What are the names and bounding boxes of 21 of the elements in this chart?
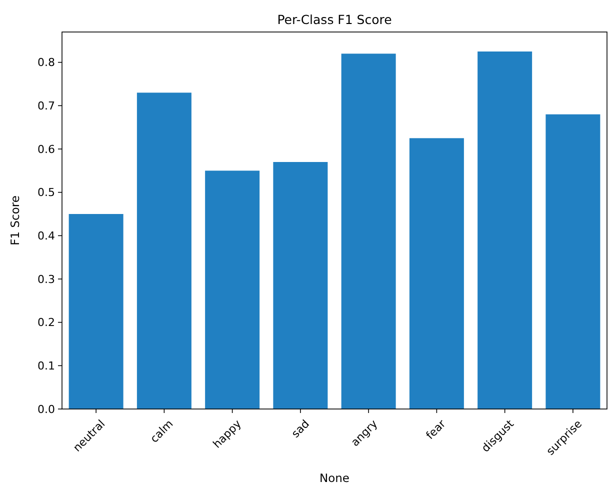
bar [341,54,396,409]
bar [409,138,464,409]
y-tick-label: 0.2 [38,316,55,330]
y-tick-label: 0.4 [38,230,55,243]
y-tick-label: 0.0 [38,402,55,416]
bar [546,114,600,409]
y-tick-label: 0.6 [38,142,55,156]
bar [205,170,260,409]
x-axis-title: None [319,471,350,485]
y-tick-label: 0.5 [38,186,55,200]
bar [68,214,124,409]
y-tick-label: 0.3 [38,272,55,286]
y-tick-label: 0.7 [38,100,55,113]
bar [273,162,328,409]
chart-title: Per-Class F1 Score [277,12,392,27]
y-tick-label: 0.1 [38,360,55,373]
bar [478,52,532,409]
y-tick-label: 0.8 [38,56,55,70]
y-axis-title: F1 Score [8,196,22,246]
bar [136,92,192,409]
x-tick-label: sad [289,417,312,440]
